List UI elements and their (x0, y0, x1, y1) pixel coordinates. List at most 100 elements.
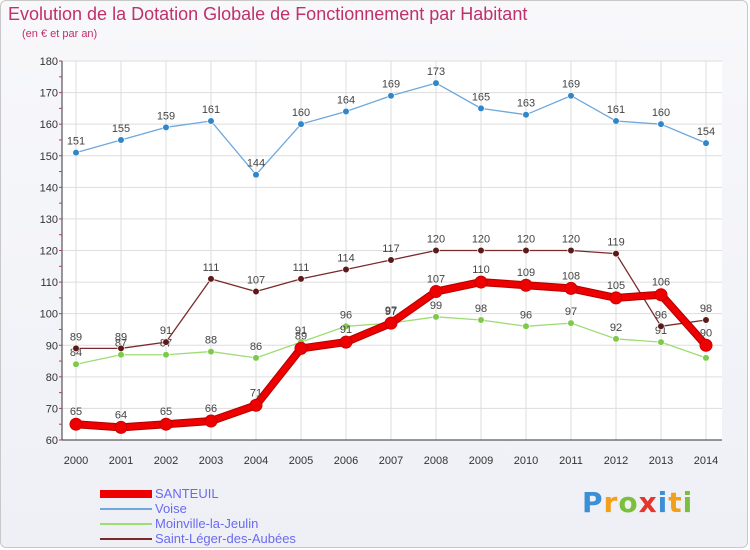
x-tick-label: 2009 (469, 455, 493, 467)
data-label: 160 (292, 107, 310, 119)
data-label: 97 (565, 306, 577, 318)
data-label: 91 (160, 325, 172, 337)
data-point (654, 288, 668, 302)
data-point (702, 316, 710, 324)
data-point (477, 104, 485, 112)
data-label: 97 (385, 305, 397, 317)
data-label: 64 (115, 409, 127, 421)
legend-label: Moinville-la-Jeulin (155, 516, 259, 531)
legend-swatch (100, 508, 152, 510)
data-point (252, 171, 260, 179)
data-point (72, 148, 80, 157)
y-tick-label: 150 (40, 151, 58, 163)
y-tick-label: 110 (40, 277, 58, 289)
data-label: 144 (247, 158, 265, 170)
data-point (567, 92, 575, 100)
data-point (387, 92, 395, 100)
data-label: 119 (607, 237, 625, 249)
data-label: 97 (385, 306, 397, 318)
x-tick-label: 2010 (514, 455, 538, 467)
data-point (72, 344, 80, 353)
data-point (252, 287, 260, 296)
data-point (117, 136, 125, 144)
data-label: 164 (337, 95, 355, 107)
data-label: 169 (382, 79, 400, 91)
data-point (657, 322, 665, 330)
data-point (117, 344, 125, 353)
data-label: 90 (700, 327, 712, 339)
x-tick-label: 2003 (199, 455, 223, 467)
data-point (297, 275, 305, 283)
data-point (207, 117, 215, 125)
data-point (477, 246, 485, 255)
data-point (252, 354, 260, 362)
legend-swatch (100, 490, 152, 498)
data-label: 154 (697, 126, 715, 138)
data-point (474, 275, 488, 289)
data-point (522, 322, 530, 330)
data-point (567, 319, 575, 327)
data-label: 92 (610, 322, 622, 334)
data-point (72, 360, 80, 368)
data-label: 96 (655, 309, 667, 321)
x-tick-label: 2007 (379, 455, 403, 467)
data-label: 91 (340, 324, 352, 336)
data-label: 165 (472, 91, 490, 103)
data-point (162, 338, 170, 346)
chart-title: Evolution de la Dotation Globale de Fonc… (8, 4, 528, 24)
legend-label: Saint-Léger-des-Aubées (155, 531, 296, 546)
data-point (342, 322, 350, 330)
y-tick-label: 80 (46, 372, 58, 384)
y-tick-label: 100 (40, 309, 58, 321)
data-point (564, 281, 578, 295)
y-tick-label: 120 (40, 246, 58, 258)
data-label: 120 (427, 234, 445, 246)
x-tick-label: 2008 (424, 455, 448, 467)
data-point (609, 291, 623, 305)
data-label: 159 (157, 110, 175, 122)
data-label: 99 (430, 300, 442, 312)
data-point (294, 341, 308, 355)
x-tick-label: 2013 (649, 455, 673, 467)
y-tick-label: 130 (40, 214, 58, 226)
data-point (339, 335, 353, 349)
data-point (342, 265, 350, 274)
data-point (477, 316, 485, 324)
data-label: 108 (562, 270, 580, 282)
x-tick-label: 2011 (559, 455, 583, 467)
y-tick-label: 180 (40, 56, 58, 68)
data-label: 117 (382, 243, 400, 255)
x-tick-label: 2004 (244, 455, 268, 467)
y-tick-label: 90 (46, 340, 58, 352)
data-point (207, 347, 215, 356)
data-point (429, 285, 443, 299)
data-label: 120 (472, 234, 490, 246)
x-tick-label: 2005 (289, 455, 313, 467)
data-label: 98 (700, 303, 712, 315)
data-label: 107 (247, 275, 265, 287)
data-label: 96 (340, 309, 352, 321)
data-point (432, 246, 440, 255)
data-label: 89 (70, 331, 82, 343)
data-label: 155 (112, 123, 130, 135)
x-tick-label: 2012 (604, 455, 628, 467)
x-tick-label: 2006 (334, 455, 358, 467)
data-label: 160 (652, 107, 670, 119)
data-label: 96 (520, 309, 532, 321)
data-label: 89 (295, 330, 307, 342)
data-point (114, 420, 128, 434)
data-point (612, 250, 620, 258)
data-label: 71 (250, 387, 262, 399)
data-label: 98 (475, 303, 487, 315)
legend-swatch (100, 523, 152, 525)
data-point (702, 139, 710, 147)
data-point (522, 246, 530, 255)
data-label: 114 (337, 252, 355, 264)
data-point (162, 123, 170, 131)
x-tick-label: 2014 (694, 455, 718, 467)
data-label: 163 (517, 98, 535, 110)
data-label: 173 (427, 66, 445, 78)
data-point (207, 275, 215, 283)
data-point (702, 354, 710, 362)
data-point (519, 278, 533, 292)
